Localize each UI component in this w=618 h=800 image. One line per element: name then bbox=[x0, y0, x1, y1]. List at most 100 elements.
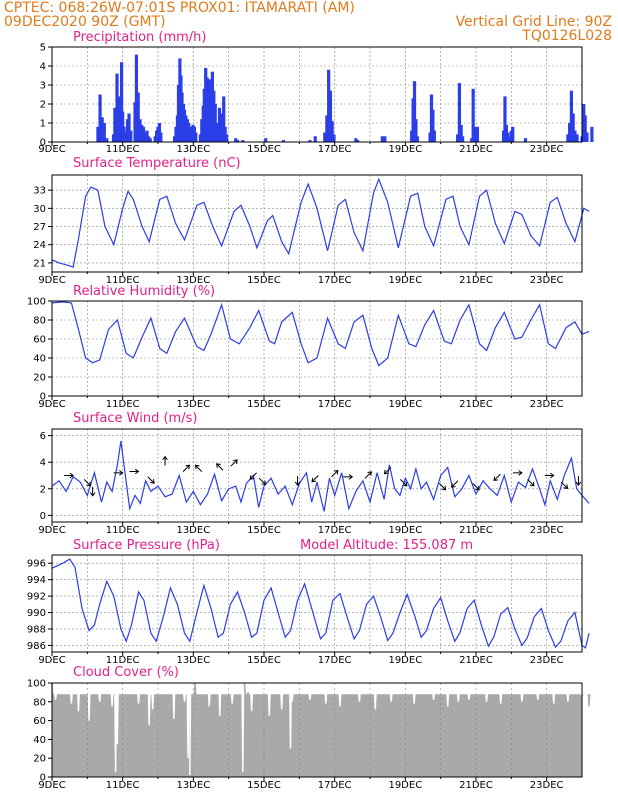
precip-bar bbox=[115, 73, 119, 142]
x-tick-label: 9DEC bbox=[38, 275, 65, 286]
y-tick-label: 80 bbox=[33, 697, 46, 708]
precip-bar bbox=[328, 90, 333, 142]
x-tick-label: 9DEC bbox=[38, 399, 65, 410]
x-tick-label: 21DEC bbox=[459, 780, 493, 791]
x-tick-label: 13DEC bbox=[176, 525, 210, 536]
x-tick-label: 13DEC bbox=[176, 275, 210, 286]
x-tick-label: 9DEC bbox=[38, 780, 65, 791]
x-tick-label: 15DEC bbox=[247, 655, 281, 666]
wind-arrow bbox=[438, 483, 447, 491]
wind-arrow bbox=[383, 467, 392, 475]
panel-frame bbox=[51, 46, 583, 143]
x-tick-label: 13DEC bbox=[176, 144, 210, 155]
y-tick-label: 992 bbox=[27, 592, 46, 603]
precip-bar bbox=[503, 96, 507, 142]
x-tick-label: 11DEC bbox=[106, 275, 140, 286]
x-tick-label: 19DEC bbox=[388, 655, 422, 666]
wind-arrow bbox=[258, 477, 267, 486]
panel-precipitation: 0 1 2 3 4 5 9DEC 11DEC 13DEC 15DEC 17DEC 19DEC 21DEC… bbox=[38, 30, 594, 155]
precip-bar bbox=[264, 138, 268, 142]
precip-bar bbox=[281, 140, 286, 142]
header-run-date: 09DEC2020 90Z (GMT) bbox=[4, 14, 166, 30]
wind-arrow bbox=[451, 480, 459, 488]
wind-arrow bbox=[400, 479, 408, 487]
precip-bar bbox=[573, 130, 577, 142]
y-tick-label: 60 bbox=[33, 716, 46, 727]
wind-arrow bbox=[162, 455, 168, 466]
precip-bar bbox=[414, 119, 418, 142]
y-tick-label: 0 bbox=[40, 511, 46, 522]
y-tick-label: 60 bbox=[33, 335, 46, 346]
panel-title: Surface Wind (m/s) bbox=[73, 411, 197, 426]
y-tick-label: 3 bbox=[40, 81, 46, 92]
precip-bar bbox=[113, 107, 117, 142]
wind-arrow bbox=[472, 483, 480, 491]
precip-bar bbox=[380, 136, 384, 142]
x-tick-label: 23DEC bbox=[530, 780, 564, 791]
x-tick-label: 21DEC bbox=[459, 655, 493, 666]
precip-bar bbox=[471, 88, 475, 142]
precip-bar bbox=[134, 54, 139, 142]
panel-relative-humidity: 0 20 40 60 80 100 9DEC 11DEC 13DEC 15DEC 17DEC 19DE… bbox=[27, 284, 590, 410]
surface-temperature-line bbox=[51, 177, 590, 268]
precip-bar bbox=[460, 136, 465, 142]
precip-bar bbox=[105, 138, 109, 142]
precip-bar bbox=[566, 134, 570, 142]
panel-title: Surface Pressure (hPa) bbox=[73, 538, 220, 553]
x-tick-label: 9DEC bbox=[38, 655, 65, 666]
x-tick-label: 21DEC bbox=[459, 399, 493, 410]
y-tick-label: 986 bbox=[27, 641, 46, 652]
panel-title: Relative Humidity (%) bbox=[73, 284, 215, 299]
wind-arrow bbox=[83, 479, 92, 487]
wind-arrow bbox=[113, 470, 124, 476]
y-tick-label: 1 bbox=[40, 119, 46, 130]
precip-bar bbox=[234, 138, 238, 142]
surface-pressure-line bbox=[51, 558, 590, 649]
x-tick-label: 21DEC bbox=[459, 525, 493, 536]
precip-bar bbox=[102, 123, 106, 142]
precip-bar bbox=[241, 140, 245, 142]
x-tick-label: 21DEC bbox=[459, 275, 493, 286]
y-tick-label: 40 bbox=[33, 354, 46, 365]
wind-arrow bbox=[364, 471, 373, 479]
x-tick-label: 23DEC bbox=[530, 525, 564, 536]
precip-bar bbox=[100, 117, 104, 142]
panels: 0 1 2 3 4 5 9DEC 11DEC 13DEC 15DEC 17DEC 19DEC 21DEC… bbox=[27, 30, 594, 791]
x-tick-label: 17DEC bbox=[318, 144, 352, 155]
x-tick-label: 13DEC bbox=[176, 399, 210, 410]
x-tick-label: 23DEC bbox=[530, 655, 564, 666]
panel-title: Cloud Cover (%) bbox=[73, 665, 179, 680]
precip-bar bbox=[127, 113, 131, 142]
precip-bar bbox=[583, 115, 587, 142]
panel-surface-wind: 0 2 4 6 9DEC 11DEC 13DEC 15DEC 17DEC 19DEC 21DEC 23… bbox=[38, 411, 590, 536]
panel-frame bbox=[51, 428, 583, 523]
x-tick-label: 15DEC bbox=[247, 780, 281, 791]
y-tick-label: 33 bbox=[33, 186, 46, 197]
y-tick-label: 2 bbox=[40, 484, 46, 495]
precip-bar bbox=[313, 136, 317, 142]
panel-title: Surface Temperature (nC) bbox=[73, 156, 241, 171]
y-tick-label: 24 bbox=[33, 240, 46, 251]
wind-arrow bbox=[560, 481, 569, 490]
wind-arrow bbox=[230, 459, 238, 467]
precip-bar bbox=[124, 132, 128, 142]
precip-bar bbox=[146, 136, 151, 142]
precip-bar bbox=[159, 132, 163, 142]
precip-bar bbox=[383, 136, 387, 142]
x-tick-label: 13DEC bbox=[176, 780, 210, 791]
x-tick-label: 17DEC bbox=[318, 655, 352, 666]
x-tick-label: 15DEC bbox=[247, 525, 281, 536]
wind-arrow bbox=[182, 464, 191, 472]
wind-arrow bbox=[493, 473, 501, 482]
precip-bar bbox=[511, 126, 515, 142]
x-tick-label: 11DEC bbox=[106, 780, 140, 791]
wind-arrow bbox=[89, 486, 96, 497]
x-tick-label: 11DEC bbox=[106, 399, 140, 410]
precip-bar bbox=[332, 134, 336, 142]
y-tick-label: 4 bbox=[40, 62, 46, 73]
y-tick-label: 27 bbox=[33, 222, 46, 233]
wind-arrow bbox=[249, 472, 257, 480]
precip-bar bbox=[120, 62, 124, 143]
x-tick-label: 19DEC bbox=[388, 144, 422, 155]
